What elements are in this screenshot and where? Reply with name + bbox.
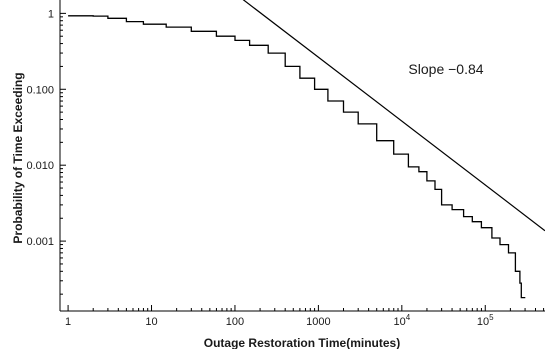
x-tick-label: 105 [477, 313, 494, 328]
ticks [60, 12, 545, 311]
x-tick-label: 1 [65, 316, 71, 328]
slope-reference-line [242, 0, 545, 232]
y-tick-label: 0.001 [26, 236, 54, 248]
series-layer [68, 0, 545, 299]
y-tick-label: 0.100 [26, 84, 54, 96]
y-tick-label: 1 [48, 8, 54, 20]
x-tick-label: 1000 [306, 316, 330, 328]
x-tick-label: 100 [226, 316, 244, 328]
y-tick-label: 0.010 [26, 160, 54, 172]
x-axis-title: Outage Restoration Time(minutes) [204, 336, 400, 349]
y-axis-title: Probability of Time Exceeding [11, 72, 25, 243]
tick-labels: 1 10 100 1000 104 105 1 0.100 0.010 0.001 [26, 8, 494, 328]
plot-frame [59, 0, 545, 312]
slope-annotation: Slope −0.84 [408, 61, 483, 77]
survival-curve [68, 15, 526, 299]
x-tick-label: 104 [393, 313, 410, 328]
x-tick-label: 10 [145, 316, 157, 328]
